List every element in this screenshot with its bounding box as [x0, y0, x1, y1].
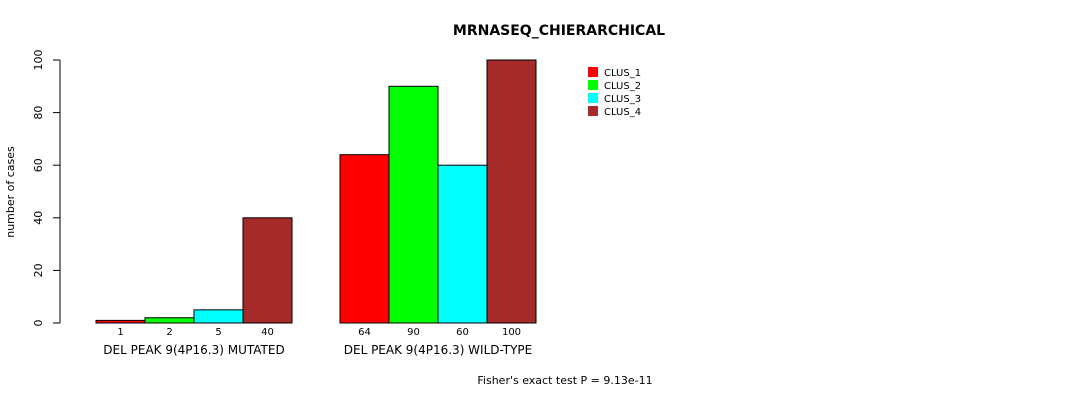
legend-swatch [588, 67, 598, 77]
bar-clus-3-2 [437, 164, 488, 324]
bar-count-label: 1 [117, 327, 123, 338]
bar-count-label: 2 [166, 327, 172, 338]
chart-title: MRNASEQ_CHIERARCHICAL [453, 23, 665, 39]
y-tick-label: 40 [32, 211, 45, 225]
y-tick-label: 100 [32, 50, 45, 71]
bar-clus-2-1 [144, 317, 195, 324]
y-tick-label: 80 [32, 106, 45, 120]
legend-label: CLUS_3 [604, 94, 641, 105]
bar-clus-3-1 [193, 309, 244, 324]
fisher-test-annotation: Fisher's exact test P = 9.13e-11 [477, 374, 652, 387]
bar-count-label: 60 [456, 327, 469, 338]
legend-label: CLUS_2 [604, 81, 641, 92]
y-axis-title: number of cases [4, 146, 17, 238]
legend: CLUS_1 CLUS_2 CLUS_3 CLUS_4 [588, 67, 641, 118]
legend-swatch [588, 93, 598, 103]
bar-clus-1-1 [95, 319, 146, 324]
legend-label: CLUS_1 [604, 68, 641, 79]
y-axis: 0 20 40 60 80 100 [32, 50, 61, 327]
category-label: DEL PEAK 9(4P16.3) WILD-TYPE [344, 343, 532, 357]
bar-count-label: 64 [358, 327, 371, 338]
bar-clus-4-2 [486, 59, 537, 324]
bar-clus-1-2 [339, 154, 390, 324]
y-tick-label: 60 [32, 158, 45, 172]
bar-count-label: 5 [215, 327, 221, 338]
legend-label: CLUS_4 [604, 107, 641, 118]
legend-swatch [588, 80, 598, 90]
bar-count-label: 40 [261, 327, 274, 338]
bar-clus-4-1 [242, 217, 293, 324]
y-tick-label: 20 [32, 263, 45, 277]
bar-clus-2-2 [388, 85, 439, 324]
y-tick-label: 0 [32, 320, 45, 327]
bar-count-label: 90 [407, 327, 420, 338]
bar-count-label: 100 [502, 327, 521, 338]
legend-swatch [588, 106, 598, 116]
bars [95, 59, 537, 324]
category-label: DEL PEAK 9(4P16.3) MUTATED [103, 343, 284, 357]
bar-labels: 1 2 5 40 DEL PEAK 9(4P16.3) MUTATED 64 90 60 100… [103, 327, 532, 357]
